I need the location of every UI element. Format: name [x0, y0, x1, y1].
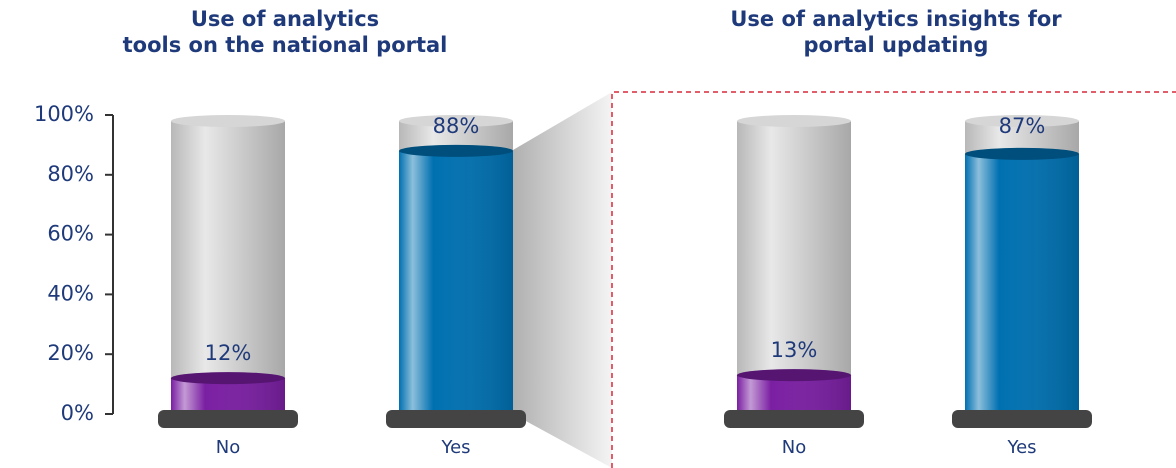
- x-tick-label: No: [216, 437, 240, 458]
- chart-title: tools on the national portal: [123, 33, 448, 57]
- bar-top: [965, 147, 1079, 160]
- chart-title: Use of analytics insights for: [730, 7, 1062, 31]
- bar-top: [399, 144, 513, 157]
- x-tick-label: Yes: [440, 437, 470, 458]
- value-label: 13%: [771, 338, 818, 362]
- y-tick-label: 20%: [47, 341, 94, 365]
- cylinder-base: [386, 410, 526, 428]
- bar-top-shade: [737, 369, 851, 382]
- x-tick-label: Yes: [1006, 437, 1036, 458]
- bar-top-shade: [171, 372, 285, 385]
- cylinder-base: [724, 410, 864, 428]
- bar-shine: [737, 375, 851, 414]
- chart-title: portal updating: [804, 33, 989, 57]
- y-tick-label: 100%: [34, 102, 94, 126]
- y-tick-label: 0%: [61, 401, 94, 425]
- bar-top-shade: [965, 147, 1079, 160]
- chart-title: Use of analytics: [191, 7, 379, 31]
- bar-top: [737, 369, 851, 382]
- cylinder-back-top: [737, 115, 851, 127]
- y-tick-label: 40%: [47, 281, 94, 305]
- bar-top-shade: [399, 144, 513, 157]
- zoom-wedge: [513, 92, 612, 468]
- cylinder-back: [171, 121, 285, 414]
- value-label: 88%: [433, 114, 480, 138]
- cylinder-back-top: [399, 115, 513, 127]
- bar-shine: [965, 153, 1079, 414]
- value-label: 87%: [999, 114, 1046, 138]
- cylinder-back: [737, 121, 851, 414]
- bar-shine: [399, 150, 513, 414]
- y-tick-label: 60%: [47, 222, 94, 246]
- cylinder-back-top: [965, 115, 1079, 127]
- bar-top: [171, 372, 285, 385]
- cylinder-base: [158, 410, 298, 428]
- value-label: 12%: [205, 341, 252, 365]
- cylinder-base: [952, 410, 1092, 428]
- y-tick-label: 80%: [47, 162, 94, 186]
- cylinder-back-top: [171, 115, 285, 127]
- dashed-frame: [611, 91, 1176, 468]
- x-tick-label: No: [782, 437, 806, 458]
